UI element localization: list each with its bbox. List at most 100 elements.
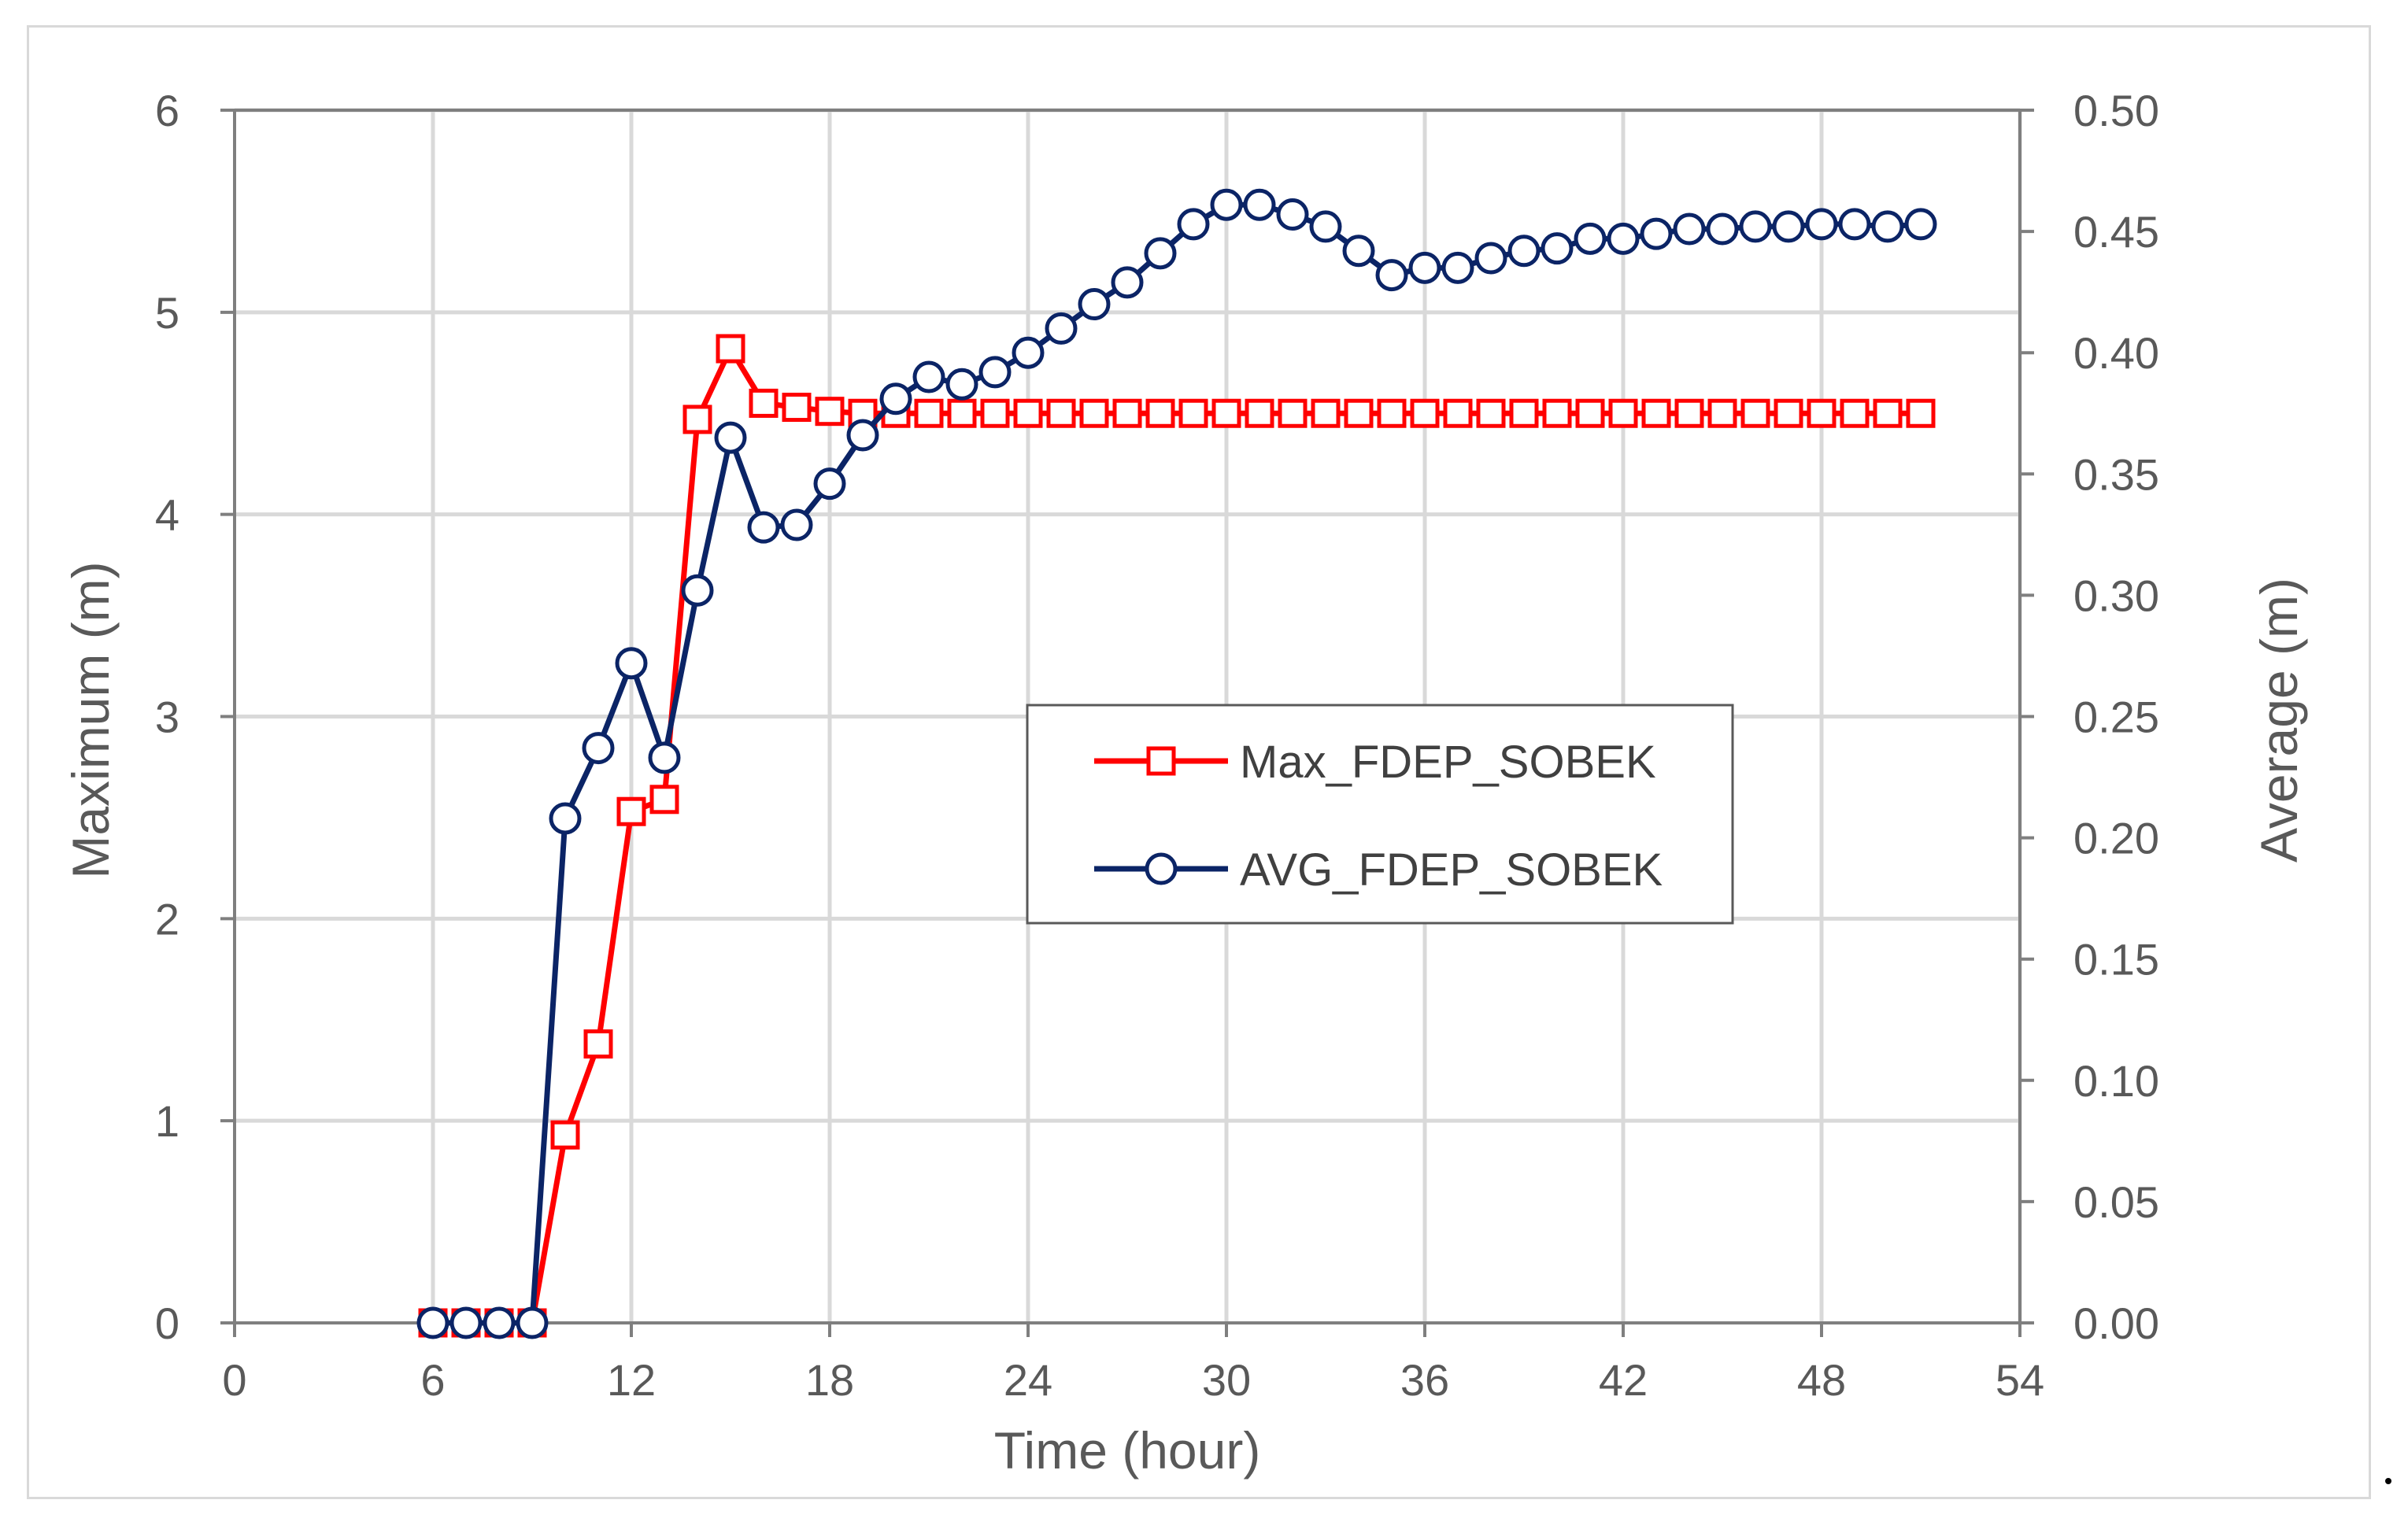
avg-marker — [714, 421, 747, 454]
max-marker — [550, 1120, 580, 1150]
max-marker — [1145, 398, 1175, 428]
x-tick-label: 54 — [1996, 1355, 2044, 1405]
y-left-tick-label: 0 — [155, 1299, 179, 1348]
avg-marker — [1144, 237, 1177, 270]
max-marker — [1278, 398, 1308, 428]
y-right-tick-label: 0.40 — [2073, 328, 2159, 378]
y-left-tick-label: 2 — [155, 894, 179, 944]
avg-marker — [1177, 208, 1210, 241]
max-marker — [1807, 398, 1837, 428]
max-marker — [1013, 398, 1043, 428]
max-marker — [1906, 398, 1936, 428]
max-marker — [1840, 398, 1870, 428]
max-marker — [1476, 398, 1506, 428]
max-marker — [716, 334, 745, 364]
legend-swatch-marker-avg — [1145, 852, 1178, 885]
y-right-tick-label: 0.45 — [2073, 207, 2159, 257]
y-right-tick-label: 0.30 — [2073, 571, 2159, 620]
avg-marker — [1607, 222, 1640, 255]
tick-layer: 0 6 12 18 24 30 36 42 48 5401234560.000.050.100.1… — [155, 86, 2159, 1405]
avg-marker — [1706, 212, 1739, 246]
y-right-tick-label: 0.15 — [2073, 935, 2159, 984]
max-marker — [749, 388, 779, 418]
y-right-tick-label: 0.25 — [2073, 693, 2159, 742]
avg-marker — [681, 574, 714, 607]
y-left-tick-label: 5 — [155, 288, 179, 338]
max-marker — [1079, 398, 1109, 428]
max-marker — [1509, 398, 1539, 428]
avg-marker — [1739, 210, 1772, 243]
max-marker — [583, 1029, 613, 1059]
max-marker — [1377, 398, 1407, 428]
y-left-tick-label: 6 — [155, 86, 179, 135]
avg-marker — [1408, 251, 1441, 284]
legend-swatch-marker-max — [1146, 746, 1176, 776]
avg-marker — [615, 647, 648, 680]
max-marker — [1774, 398, 1803, 428]
avg-marker — [1243, 188, 1276, 221]
y-right-tick-label: 0.50 — [2073, 86, 2159, 135]
series-line-0 — [433, 345, 1921, 1326]
avg-marker — [648, 741, 681, 774]
max-marker — [947, 398, 977, 428]
legend: Max_FDEP_SOBEK AVG_FDEP_SOBEK — [1026, 704, 1734, 925]
x-tick-label: 48 — [1797, 1355, 1846, 1405]
max-marker — [1211, 398, 1241, 428]
y-right-tick-label: 0.20 — [2073, 814, 2159, 863]
avg-marker — [747, 511, 780, 544]
max-marker — [1112, 398, 1142, 428]
x-tick-label: 30 — [1202, 1355, 1251, 1405]
legend-label-avg: AVG_FDEP_SOBEK — [1240, 844, 1663, 896]
avg-marker — [1871, 210, 1904, 243]
max-marker — [1707, 398, 1737, 428]
avg-marker — [1012, 336, 1045, 369]
avg-marker — [978, 356, 1012, 389]
x-tick-label: 42 — [1599, 1355, 1648, 1405]
avg-marker — [846, 419, 879, 452]
x-tick-label: 6 — [420, 1355, 445, 1405]
avg-marker — [912, 360, 945, 393]
avg-marker — [1574, 222, 1607, 255]
avg-marker — [1045, 312, 1078, 345]
y-right-tick-label: 0.10 — [2073, 1056, 2159, 1106]
x-tick-label: 0 — [222, 1355, 246, 1405]
avg-marker — [1210, 188, 1243, 221]
x-tick-label: 18 — [805, 1355, 854, 1405]
y-left-tick-label: 4 — [155, 490, 179, 540]
max-marker — [1046, 398, 1076, 428]
avg-marker — [1474, 242, 1507, 275]
max-marker — [1344, 398, 1374, 428]
y-right-tick-label: 0.00 — [2073, 1299, 2159, 1348]
x-tick-label: 36 — [1400, 1355, 1449, 1405]
avg-marker — [1342, 235, 1375, 268]
avg-marker — [1441, 251, 1474, 284]
avg-marker — [780, 508, 813, 541]
max-marker — [1178, 398, 1208, 428]
avg-marker — [416, 1306, 449, 1339]
series-line-1 — [433, 201, 1922, 1326]
max-marker — [914, 398, 944, 428]
avg-marker — [516, 1306, 549, 1339]
avg-marker — [879, 382, 912, 416]
max-marker — [1674, 398, 1704, 428]
max-marker — [682, 405, 712, 434]
avg-marker — [945, 368, 978, 401]
max-marker — [616, 796, 646, 826]
avg-marker — [1904, 208, 1937, 241]
x-tick-label: 12 — [607, 1355, 656, 1405]
avg-marker — [1309, 210, 1342, 243]
avg-marker — [582, 732, 615, 765]
avg-marker — [449, 1306, 483, 1339]
trailing-period — [2385, 1478, 2391, 1484]
avg-marker — [1375, 259, 1408, 292]
avg-marker — [1276, 198, 1309, 231]
max-marker — [1641, 398, 1671, 428]
max-marker — [1873, 398, 1903, 428]
max-marker — [782, 393, 812, 423]
avg-marker — [549, 802, 582, 835]
avg-marker — [1507, 235, 1541, 268]
max-marker — [980, 398, 1010, 428]
max-marker — [1740, 398, 1770, 428]
y-right-tick-label: 0.05 — [2073, 1177, 2159, 1227]
max-marker — [1311, 398, 1341, 428]
